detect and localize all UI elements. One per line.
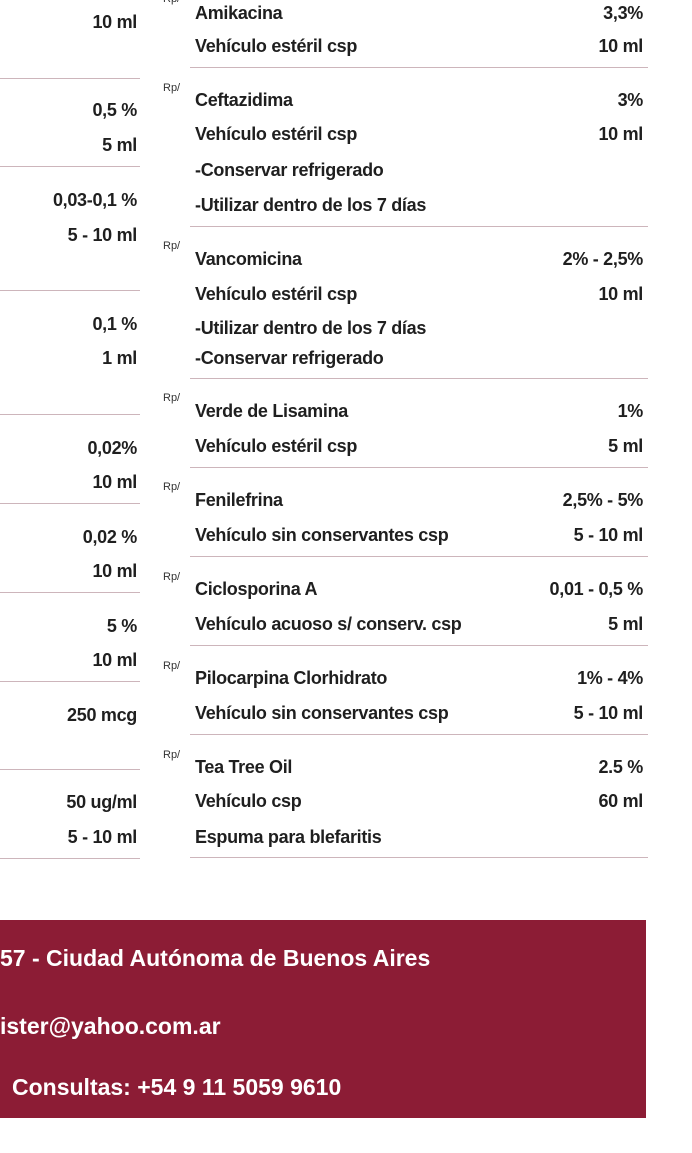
item-name: Vehículo estéril csp bbox=[195, 284, 358, 304]
left-value: 1 ml bbox=[102, 348, 137, 368]
item-name: -Utilizar dentro de los 7 días bbox=[195, 195, 427, 215]
item-value: 10 ml bbox=[598, 284, 643, 304]
separator bbox=[0, 290, 140, 291]
left-value: 0,03-0,1 % bbox=[52, 190, 137, 210]
left-value: 250 mcg bbox=[67, 705, 137, 725]
left-value: 10 ml bbox=[92, 650, 137, 670]
rp-label: Rp/ bbox=[163, 0, 180, 5]
item-value: 5 - 10 ml bbox=[573, 525, 644, 545]
rp-label: Rp/ bbox=[163, 749, 181, 761]
separator bbox=[0, 78, 140, 79]
item-name: Tea Tree Oil bbox=[195, 757, 293, 777]
item-name: Vehículo csp bbox=[195, 791, 302, 811]
item-value: 2,5% - 5% bbox=[562, 490, 644, 510]
separator bbox=[190, 226, 648, 227]
left-value: 10 ml bbox=[92, 561, 137, 581]
separator bbox=[0, 769, 140, 770]
separator bbox=[190, 467, 648, 468]
separator bbox=[0, 166, 140, 167]
rp-label: Rp/ bbox=[163, 392, 181, 404]
item-name: Espuma para blefaritis bbox=[195, 827, 382, 847]
left-value: 5 - 10 ml bbox=[67, 225, 138, 245]
rp-label: Rp/ bbox=[163, 660, 181, 672]
item-value: 3,3% bbox=[603, 3, 643, 23]
item-name: -Conservar refrigerado bbox=[195, 348, 384, 368]
item-name: Verde de Lisamina bbox=[195, 401, 348, 421]
item-value: 5 - 10 ml bbox=[573, 703, 644, 723]
separator bbox=[190, 556, 648, 557]
item-value: 3% bbox=[617, 90, 644, 110]
item-name: Ceftazidima bbox=[195, 90, 293, 110]
item-name: -Utilizar dentro de los 7 días bbox=[195, 318, 427, 338]
left-value: 5 ml bbox=[102, 135, 137, 155]
item-name: Vancomicina bbox=[195, 249, 302, 269]
footer: 57 - Ciudad Autónoma de Buenos Aires ist… bbox=[0, 920, 646, 1118]
rp-label: Rp/ bbox=[163, 240, 181, 252]
item-value: 1% bbox=[617, 401, 644, 421]
item-value: 1% - 4% bbox=[577, 668, 643, 688]
item-value: 2.5 % bbox=[598, 757, 643, 777]
left-value: 10 ml bbox=[92, 472, 137, 492]
item-name: Vehículo sin conservantes csp bbox=[195, 525, 449, 545]
item-name: Vehículo estéril csp bbox=[195, 124, 358, 144]
rp-label: Rp/ bbox=[163, 571, 181, 583]
item-name: Vehículo sin conservantes csp bbox=[195, 703, 449, 723]
left-value: 10 ml bbox=[92, 12, 137, 32]
separator bbox=[0, 858, 140, 859]
separator bbox=[0, 503, 140, 504]
separator bbox=[190, 378, 648, 379]
separator bbox=[0, 681, 140, 682]
item-name: Amikacina bbox=[195, 3, 283, 23]
separator bbox=[0, 414, 140, 415]
email: ister@yahoo.com.ar bbox=[0, 1013, 221, 1039]
left-value: 5 - 10 ml bbox=[67, 827, 138, 847]
item-name: Vehículo acuoso s/ conserv. csp bbox=[195, 614, 462, 634]
item-name: Fenilefrina bbox=[195, 490, 283, 510]
separator bbox=[190, 645, 648, 646]
item-name: Pilocarpina Clorhidrato bbox=[195, 668, 388, 688]
rp-label: Rp/ bbox=[163, 481, 181, 493]
item-value: 5 ml bbox=[608, 436, 643, 456]
item-value: 2% - 2,5% bbox=[562, 249, 644, 269]
left-value: 0,1 % bbox=[92, 314, 137, 334]
left-value: 0,5 % bbox=[92, 100, 137, 120]
separator bbox=[190, 67, 648, 68]
left-value: 5 % bbox=[106, 616, 137, 636]
separator bbox=[190, 734, 648, 735]
phone: Consultas: +54 9 11 5059 9610 bbox=[12, 1074, 342, 1100]
item-value: 60 ml bbox=[598, 791, 643, 811]
rp-label: Rp/ bbox=[163, 82, 181, 94]
separator bbox=[0, 592, 140, 593]
left-value: 50 ug/ml bbox=[66, 792, 137, 812]
item-value: 10 ml bbox=[598, 124, 643, 144]
item-value: 10 ml bbox=[598, 36, 643, 56]
separator bbox=[190, 857, 648, 858]
item-name: -Conservar refrigerado bbox=[195, 160, 384, 180]
item-name: Vehículo estéril csp bbox=[195, 36, 358, 56]
item-name: Ciclosporina A bbox=[195, 579, 318, 599]
item-name: Vehículo estéril csp bbox=[195, 436, 358, 456]
item-value: 0,01 - 0,5 % bbox=[549, 579, 644, 599]
address: 57 - Ciudad Autónoma de Buenos Aires bbox=[0, 945, 431, 971]
left-value: 0,02% bbox=[87, 438, 137, 458]
left-value: 0,02 % bbox=[82, 527, 138, 547]
item-value: 5 ml bbox=[608, 614, 643, 634]
